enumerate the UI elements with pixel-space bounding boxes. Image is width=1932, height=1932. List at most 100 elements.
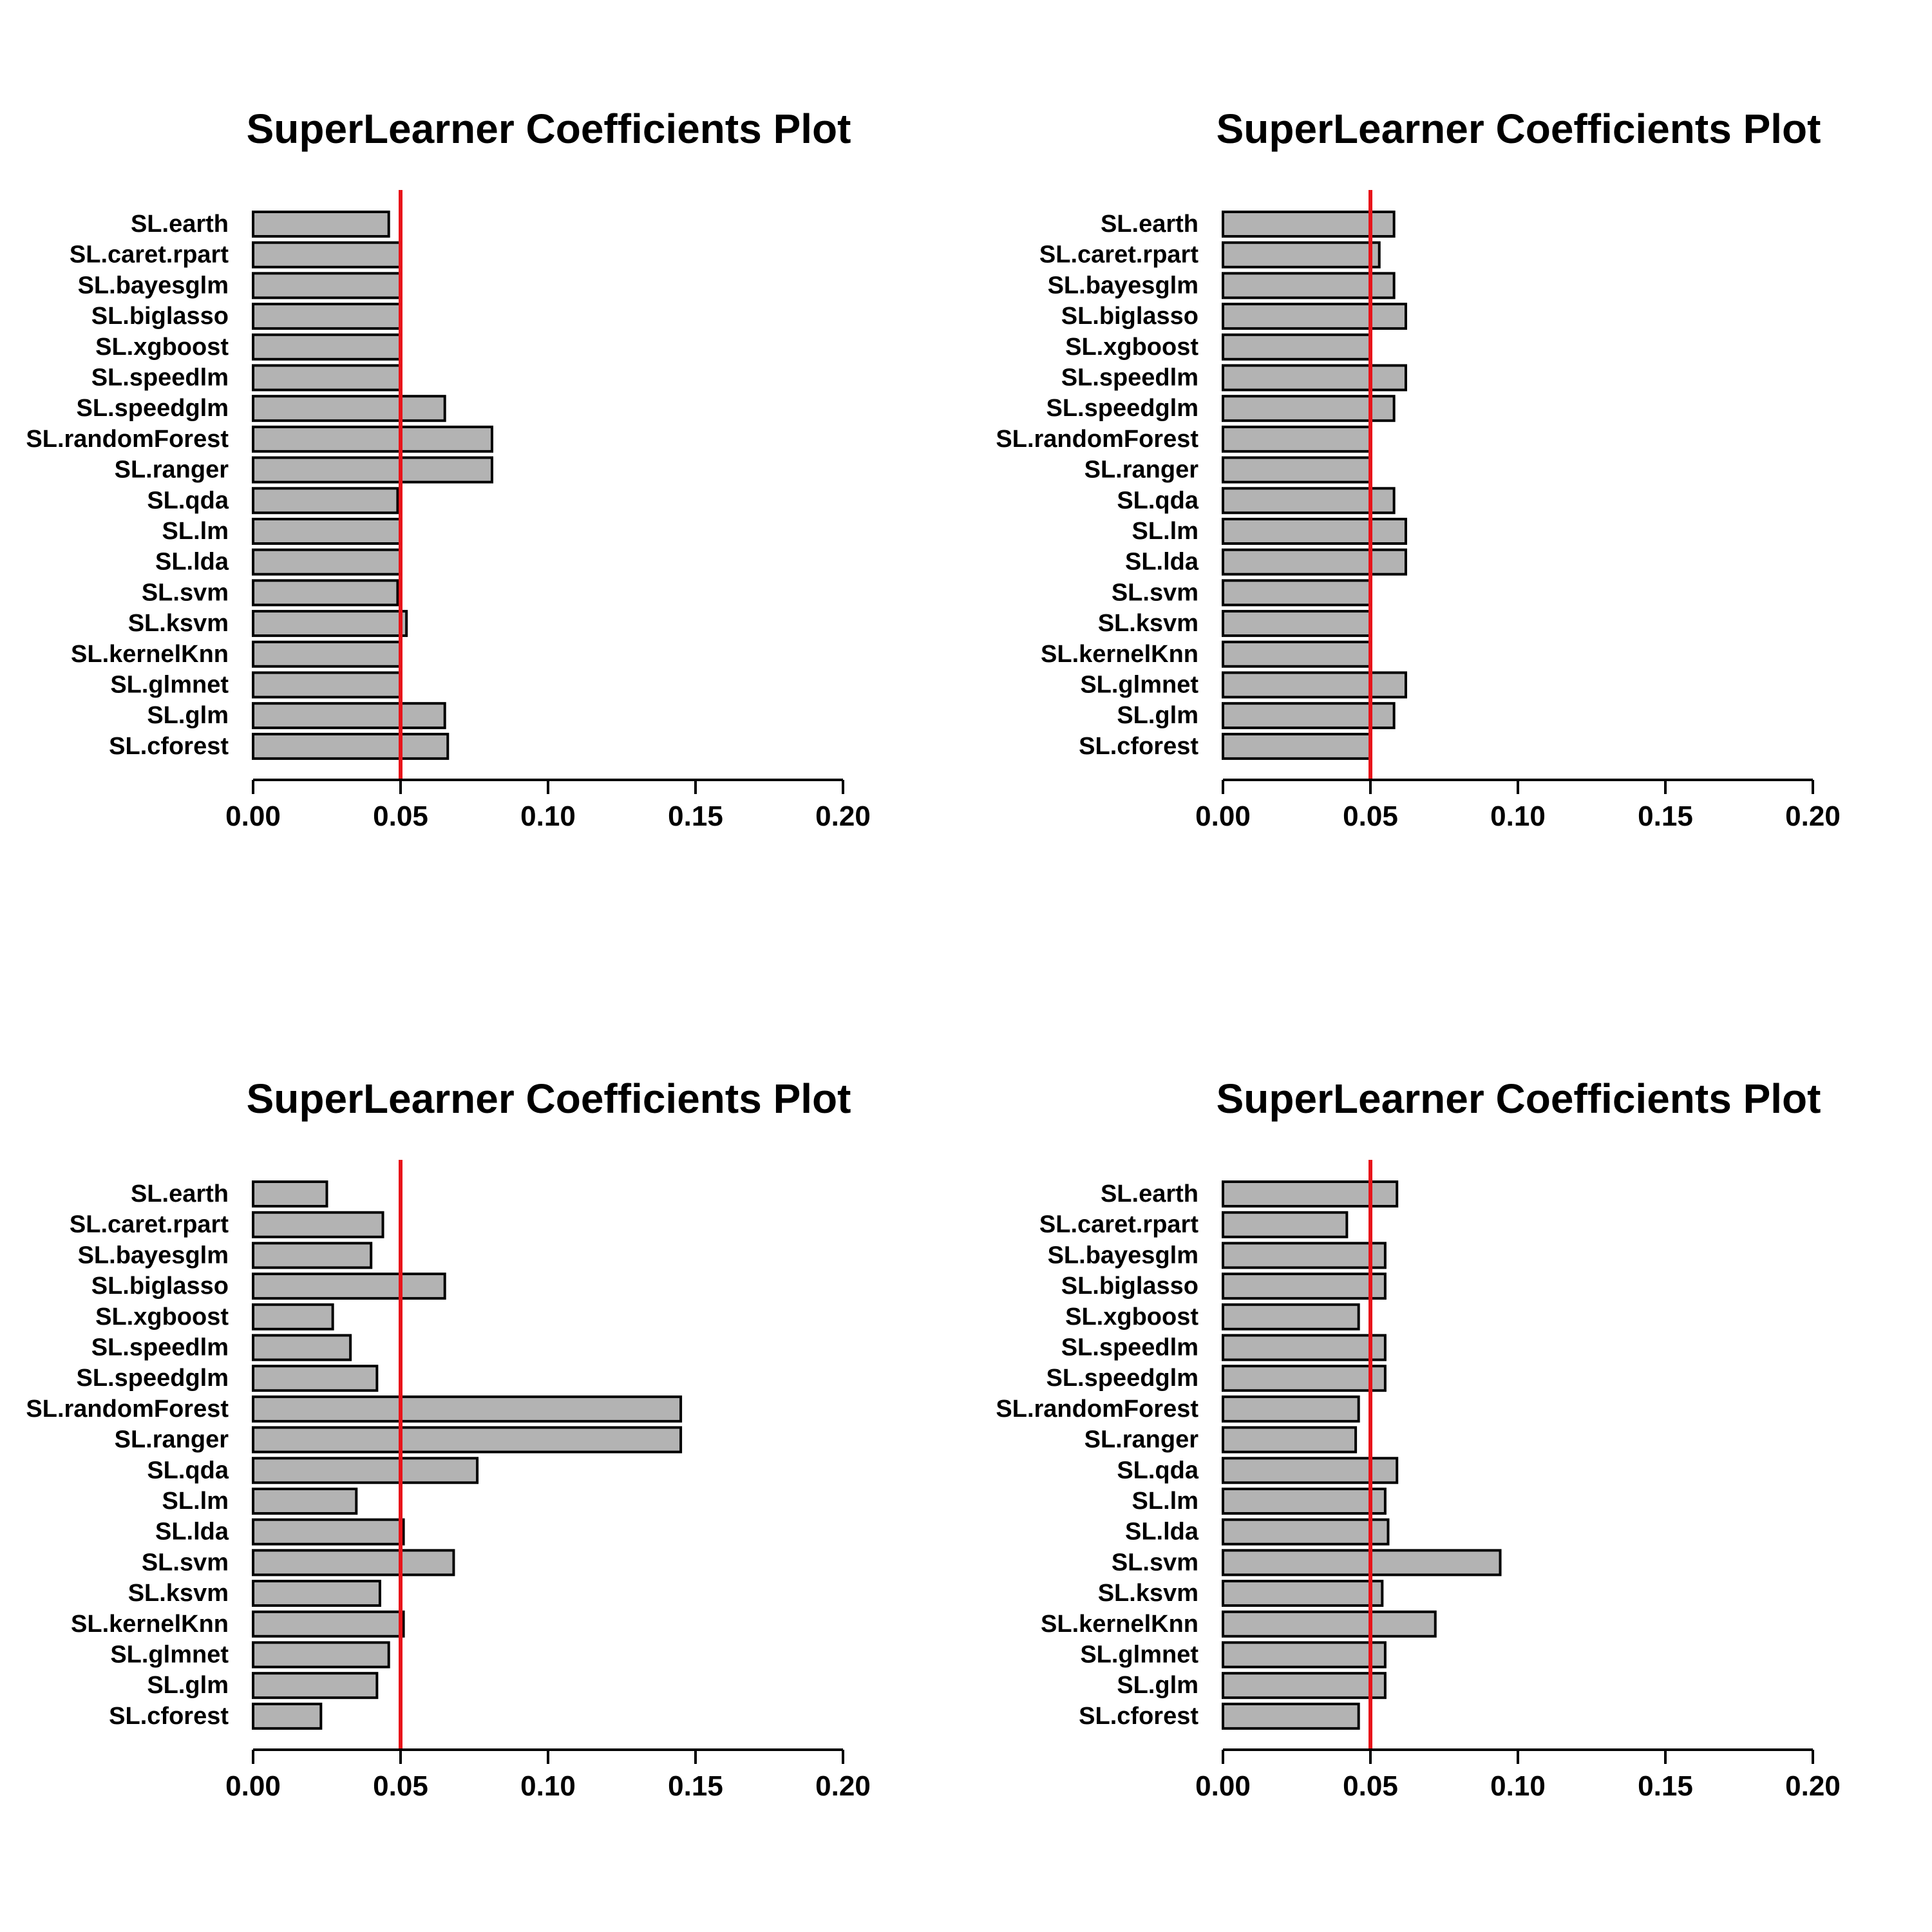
- category-label: SL.xgboost: [95, 334, 229, 361]
- x-tick-label: 0.15: [1638, 800, 1693, 832]
- bar: [252, 1672, 379, 1700]
- category-label: SL.glm: [147, 702, 229, 729]
- bar: [252, 487, 399, 515]
- bar: [252, 1242, 373, 1269]
- bar: [252, 1273, 446, 1300]
- bar: [252, 1211, 384, 1238]
- bar: [1222, 1211, 1349, 1238]
- x-tick-label: 0.00: [225, 1770, 281, 1802]
- chart-panel-4: SuperLearner Coefficients Plot SL.earth SL…: [996, 1075, 1840, 1802]
- bar: [252, 671, 402, 699]
- category-label: SL.lm: [162, 1488, 229, 1515]
- bar: [252, 1395, 683, 1423]
- bar: [252, 425, 493, 453]
- x-tick-label: 0.10: [520, 1770, 576, 1802]
- category-label: SL.speedlm: [91, 365, 229, 392]
- category-label: SL.biglasso: [91, 1273, 229, 1300]
- category-label: SL.caret.rpart: [70, 1211, 229, 1238]
- bar: [1222, 640, 1372, 668]
- bar: [252, 548, 402, 576]
- x-tick-label: 0.15: [1638, 1770, 1693, 1802]
- bar: [252, 211, 390, 238]
- bar: [252, 1426, 683, 1454]
- category-label: SL.kernelKnn: [71, 1611, 229, 1638]
- bar: [1222, 487, 1396, 515]
- category-label: SL.caret.rpart: [1039, 242, 1198, 269]
- bar: [252, 1610, 405, 1638]
- category-label: SL.cforest: [1079, 1703, 1198, 1730]
- category-label: SL.speedglm: [1046, 1365, 1199, 1392]
- bar: [1222, 1457, 1399, 1484]
- category-label: SL.lda: [1125, 1519, 1199, 1546]
- category-label: SL.lda: [155, 1519, 229, 1546]
- category-label: SL.lda: [155, 549, 229, 576]
- category-label: SL.xgboost: [1065, 334, 1198, 361]
- bar: [1222, 1488, 1387, 1515]
- category-label: SL.bayesglm: [78, 272, 229, 299]
- bar: [252, 702, 446, 730]
- category-label: SL.glm: [1117, 1672, 1198, 1699]
- bar: [1222, 1610, 1437, 1638]
- category-label: SL.lm: [1132, 1488, 1198, 1515]
- bar: [1222, 671, 1407, 699]
- bar: [1222, 610, 1372, 638]
- bar: [252, 732, 450, 760]
- bar: [1222, 1334, 1387, 1361]
- chart-title: SuperLearner Coefficients Plot: [247, 1075, 851, 1122]
- category-label: SL.ranger: [115, 1426, 229, 1454]
- bar: [1222, 364, 1407, 392]
- bar: [252, 1334, 352, 1361]
- bar: [252, 1702, 323, 1730]
- x-tick-label: 0.05: [373, 800, 428, 832]
- category-label: SL.qda: [147, 487, 229, 514]
- bar: [1222, 1580, 1384, 1607]
- category-label: SL.lm: [162, 518, 229, 545]
- category-label: SL.svm: [1112, 1549, 1198, 1576]
- category-label: SL.ranger: [115, 457, 229, 484]
- x-tick-label: 0.00: [1195, 1770, 1251, 1802]
- category-label: SL.speedglm: [1046, 395, 1199, 422]
- category-label: SL.xgboost: [95, 1303, 229, 1331]
- chart-panel-3: SuperLearner Coefficients Plot SL.earth SL…: [26, 1075, 870, 1802]
- bar: [1222, 1672, 1387, 1700]
- x-tick-label: 0.20: [815, 800, 871, 832]
- bar: [1222, 1180, 1399, 1208]
- x-tick-label: 0.00: [225, 800, 281, 832]
- bar: [1222, 1641, 1387, 1669]
- chart-panel-2: SuperLearner Coefficients Plot SL.earth SL…: [996, 106, 1840, 832]
- category-label: SL.biglasso: [1061, 303, 1198, 330]
- category-label: SL.randomForest: [26, 1396, 229, 1423]
- category-label: SL.glmnet: [110, 1642, 229, 1669]
- bar: [252, 640, 402, 668]
- category-label: SL.svm: [142, 1549, 229, 1576]
- category-label: SL.ksvm: [128, 1580, 229, 1607]
- bar: [252, 1580, 381, 1607]
- category-label: SL.ranger: [1084, 1426, 1199, 1454]
- bar: [1222, 518, 1407, 545]
- x-tick-label: 0.20: [1785, 1770, 1841, 1802]
- category-label: SL.earth: [131, 211, 229, 238]
- bar: [252, 1488, 358, 1515]
- bar: [252, 1457, 479, 1484]
- bar: [252, 610, 408, 638]
- category-label: SL.bayesglm: [1048, 1242, 1198, 1269]
- bar: [1222, 732, 1372, 760]
- bar: [252, 395, 446, 422]
- bar: [252, 364, 402, 392]
- bar: [1222, 303, 1407, 330]
- x-tick-label: 0.05: [1343, 800, 1398, 832]
- category-label: SL.earth: [131, 1180, 229, 1208]
- bar: [1222, 425, 1372, 453]
- category-label: SL.caret.rpart: [70, 242, 229, 269]
- bar: [1222, 241, 1381, 269]
- category-label: SL.speedglm: [77, 1365, 229, 1392]
- category-label: SL.cforest: [109, 1703, 229, 1730]
- bar: [252, 456, 493, 484]
- bar: [1222, 1426, 1358, 1454]
- bar: [1222, 1365, 1387, 1392]
- category-label: SL.bayesglm: [1048, 272, 1198, 299]
- bar: [1222, 1549, 1502, 1577]
- category-label: SL.speedglm: [77, 395, 229, 422]
- chart-title: SuperLearner Coefficients Plot: [1217, 106, 1821, 152]
